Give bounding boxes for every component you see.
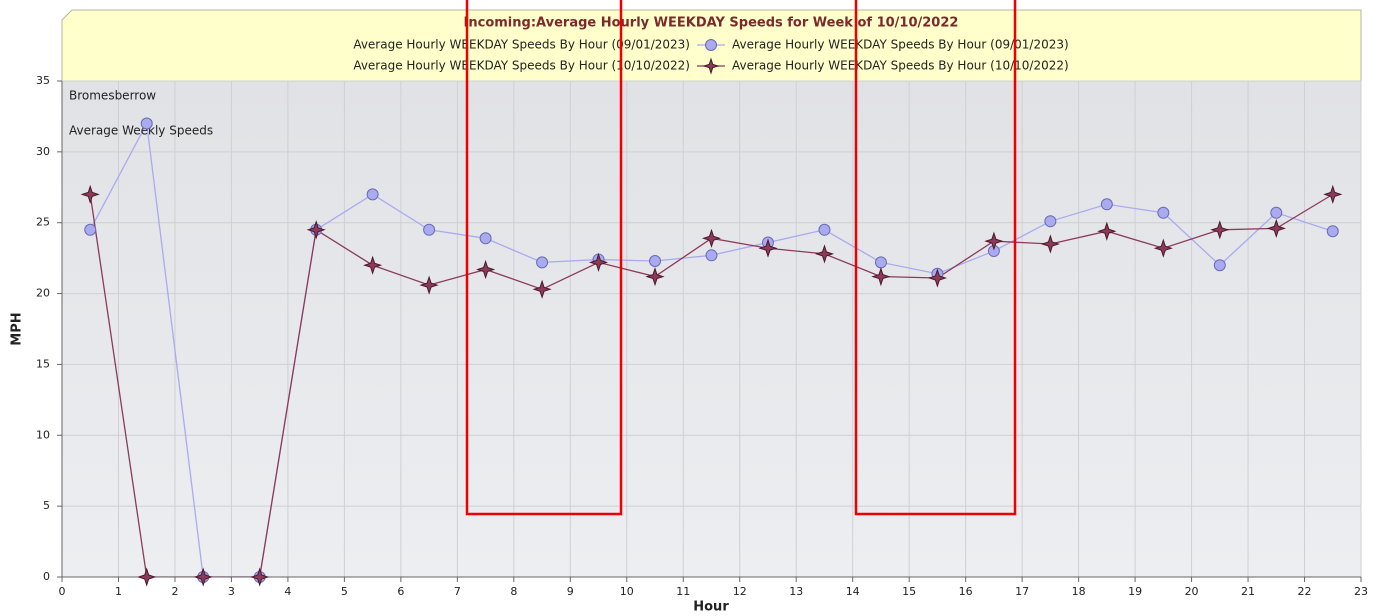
y-tick-label: 10 bbox=[36, 428, 50, 441]
point bbox=[479, 232, 492, 245]
point bbox=[1153, 238, 1173, 258]
x-tick-label: 2 bbox=[171, 585, 178, 598]
x-tick-label: 16 bbox=[959, 585, 973, 598]
x-tick-label: 19 bbox=[1128, 585, 1142, 598]
point bbox=[306, 220, 326, 240]
x-axis-label: Hour bbox=[693, 600, 729, 615]
x-tick-label: 15 bbox=[902, 585, 916, 598]
point bbox=[1100, 198, 1113, 211]
x-tick-label: 12 bbox=[733, 585, 747, 598]
legend-marker bbox=[705, 39, 717, 51]
point bbox=[818, 223, 831, 236]
point bbox=[701, 228, 722, 248]
legend-label: Average Hourly WEEKDAY Speeds By Hour (1… bbox=[353, 59, 690, 73]
x-tick-label: 21 bbox=[1241, 585, 1255, 598]
point bbox=[140, 117, 153, 130]
point bbox=[366, 188, 379, 201]
point bbox=[1097, 221, 1117, 241]
point bbox=[705, 249, 718, 262]
x-tick-label: 0 bbox=[59, 585, 66, 598]
point bbox=[1157, 206, 1170, 219]
y-tick-label: 25 bbox=[36, 216, 50, 229]
chart-title: Incoming:Average Hourly WEEKDAY Speeds f… bbox=[464, 16, 959, 31]
point bbox=[362, 255, 383, 275]
legend-marker bbox=[702, 57, 720, 75]
y-tick-label: 15 bbox=[36, 357, 50, 370]
point bbox=[137, 567, 157, 587]
highlight-box bbox=[854, 0, 1017, 516]
x-tick-label: 13 bbox=[789, 585, 803, 598]
point bbox=[649, 254, 662, 267]
y-tick-label: 30 bbox=[36, 145, 50, 158]
y-tick-label: 20 bbox=[36, 287, 50, 300]
point bbox=[1210, 220, 1230, 240]
x-tick-label: 5 bbox=[341, 585, 348, 598]
x-tick-label: 7 bbox=[454, 585, 461, 598]
legend-label: Average Hourly WEEKDAY Speeds By Hour (0… bbox=[353, 38, 690, 52]
point bbox=[250, 567, 270, 587]
point bbox=[645, 267, 665, 287]
point bbox=[419, 275, 439, 295]
point bbox=[927, 268, 947, 288]
point bbox=[476, 259, 496, 280]
point bbox=[1044, 215, 1057, 228]
x-tick-label: 1 bbox=[115, 585, 122, 598]
point bbox=[532, 279, 552, 299]
x-tick-label: 11 bbox=[676, 585, 690, 598]
point bbox=[758, 238, 778, 258]
legend-label: Average Hourly WEEKDAY Speeds By Hour (1… bbox=[732, 59, 1069, 73]
x-tick-label: 3 bbox=[228, 585, 235, 598]
point bbox=[1213, 259, 1226, 272]
point bbox=[1326, 225, 1339, 238]
x-tick-label: 20 bbox=[1185, 585, 1199, 598]
point bbox=[80, 184, 100, 205]
x-tick-label: 10 bbox=[620, 585, 634, 598]
x-tick-label: 23 bbox=[1354, 585, 1368, 598]
highlight-box bbox=[465, 0, 623, 516]
point bbox=[1266, 218, 1286, 238]
y-tick-label: 0 bbox=[43, 570, 50, 583]
point bbox=[193, 567, 213, 587]
x-tick-label: 18 bbox=[1072, 585, 1086, 598]
point bbox=[1270, 206, 1283, 219]
point bbox=[871, 266, 891, 287]
point bbox=[84, 223, 97, 236]
x-tick-label: 9 bbox=[567, 585, 574, 598]
x-tick-label: 8 bbox=[510, 585, 517, 598]
point bbox=[1040, 234, 1061, 254]
y-tick-label: 35 bbox=[36, 74, 50, 87]
x-tick-label: 14 bbox=[846, 585, 860, 598]
x-tick-label: 6 bbox=[397, 585, 404, 598]
x-tick-label: 4 bbox=[284, 585, 291, 598]
point bbox=[874, 256, 887, 269]
y-axis-label: MPH bbox=[10, 312, 25, 345]
point bbox=[536, 256, 549, 269]
point bbox=[588, 252, 609, 273]
annotation: Bromesberrow bbox=[69, 89, 156, 103]
legend-label: Average Hourly WEEKDAY Speeds By Hour (0… bbox=[732, 38, 1069, 52]
point bbox=[814, 244, 835, 264]
y-tick-label: 5 bbox=[43, 499, 50, 512]
point bbox=[1323, 184, 1343, 205]
x-tick-label: 22 bbox=[1298, 585, 1312, 598]
annotation: Average Weekly Speeds bbox=[69, 124, 213, 138]
x-tick-label: 17 bbox=[1015, 585, 1029, 598]
point bbox=[423, 223, 436, 236]
plot-area bbox=[62, 81, 1361, 577]
point bbox=[984, 231, 1004, 251]
